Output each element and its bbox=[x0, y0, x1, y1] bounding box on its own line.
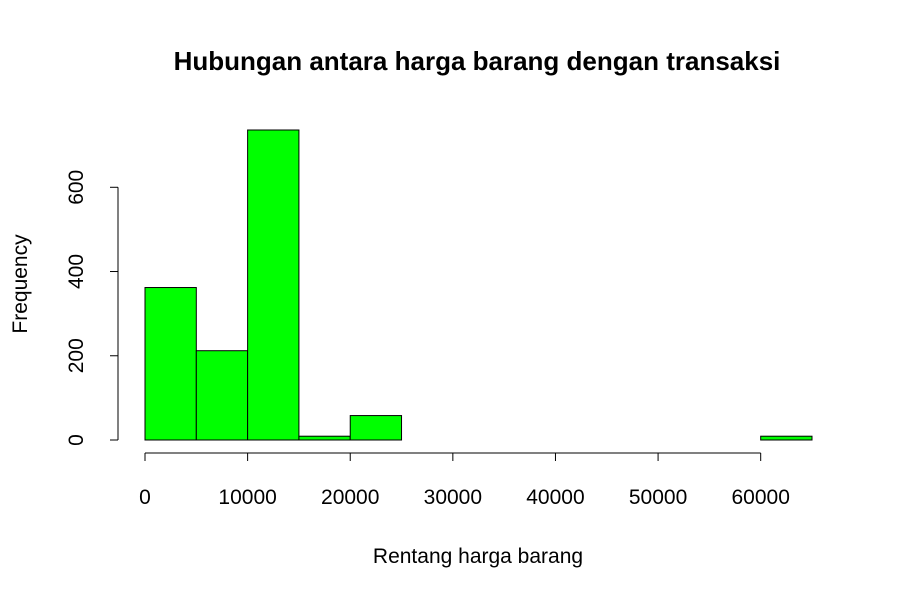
histogram-bar bbox=[144, 287, 197, 441]
y-tick-label: 200 bbox=[65, 338, 88, 373]
x-tick-label: 60000 bbox=[731, 486, 789, 509]
y-axis-label: Frequency bbox=[9, 234, 32, 334]
chart-title: Hubungan antara harga barang dengan tran… bbox=[174, 46, 781, 76]
x-axis: 0 10000 20000 30000 40000 50000 60000 bbox=[139, 452, 790, 509]
bars-group bbox=[144, 129, 813, 441]
histogram-bar bbox=[760, 435, 813, 441]
x-tick-label: 10000 bbox=[218, 486, 276, 509]
x-tick-label: 50000 bbox=[629, 486, 687, 509]
histogram-bar bbox=[349, 415, 403, 441]
histogram-bar bbox=[298, 435, 351, 441]
histogram-bar bbox=[195, 350, 249, 441]
x-tick-label: 40000 bbox=[526, 486, 584, 509]
x-tick-label: 20000 bbox=[321, 486, 379, 509]
histogram-bar bbox=[247, 129, 300, 441]
x-tick-label: 0 bbox=[139, 486, 151, 509]
x-axis-label: Rentang harga barang bbox=[373, 545, 583, 568]
y-axis: 0 200 400 600 bbox=[65, 170, 119, 446]
y-tick-label: 400 bbox=[65, 254, 88, 289]
y-tick-label: 0 bbox=[65, 434, 88, 446]
x-tick-label: 30000 bbox=[424, 486, 482, 509]
y-tick-label: 600 bbox=[65, 170, 88, 205]
